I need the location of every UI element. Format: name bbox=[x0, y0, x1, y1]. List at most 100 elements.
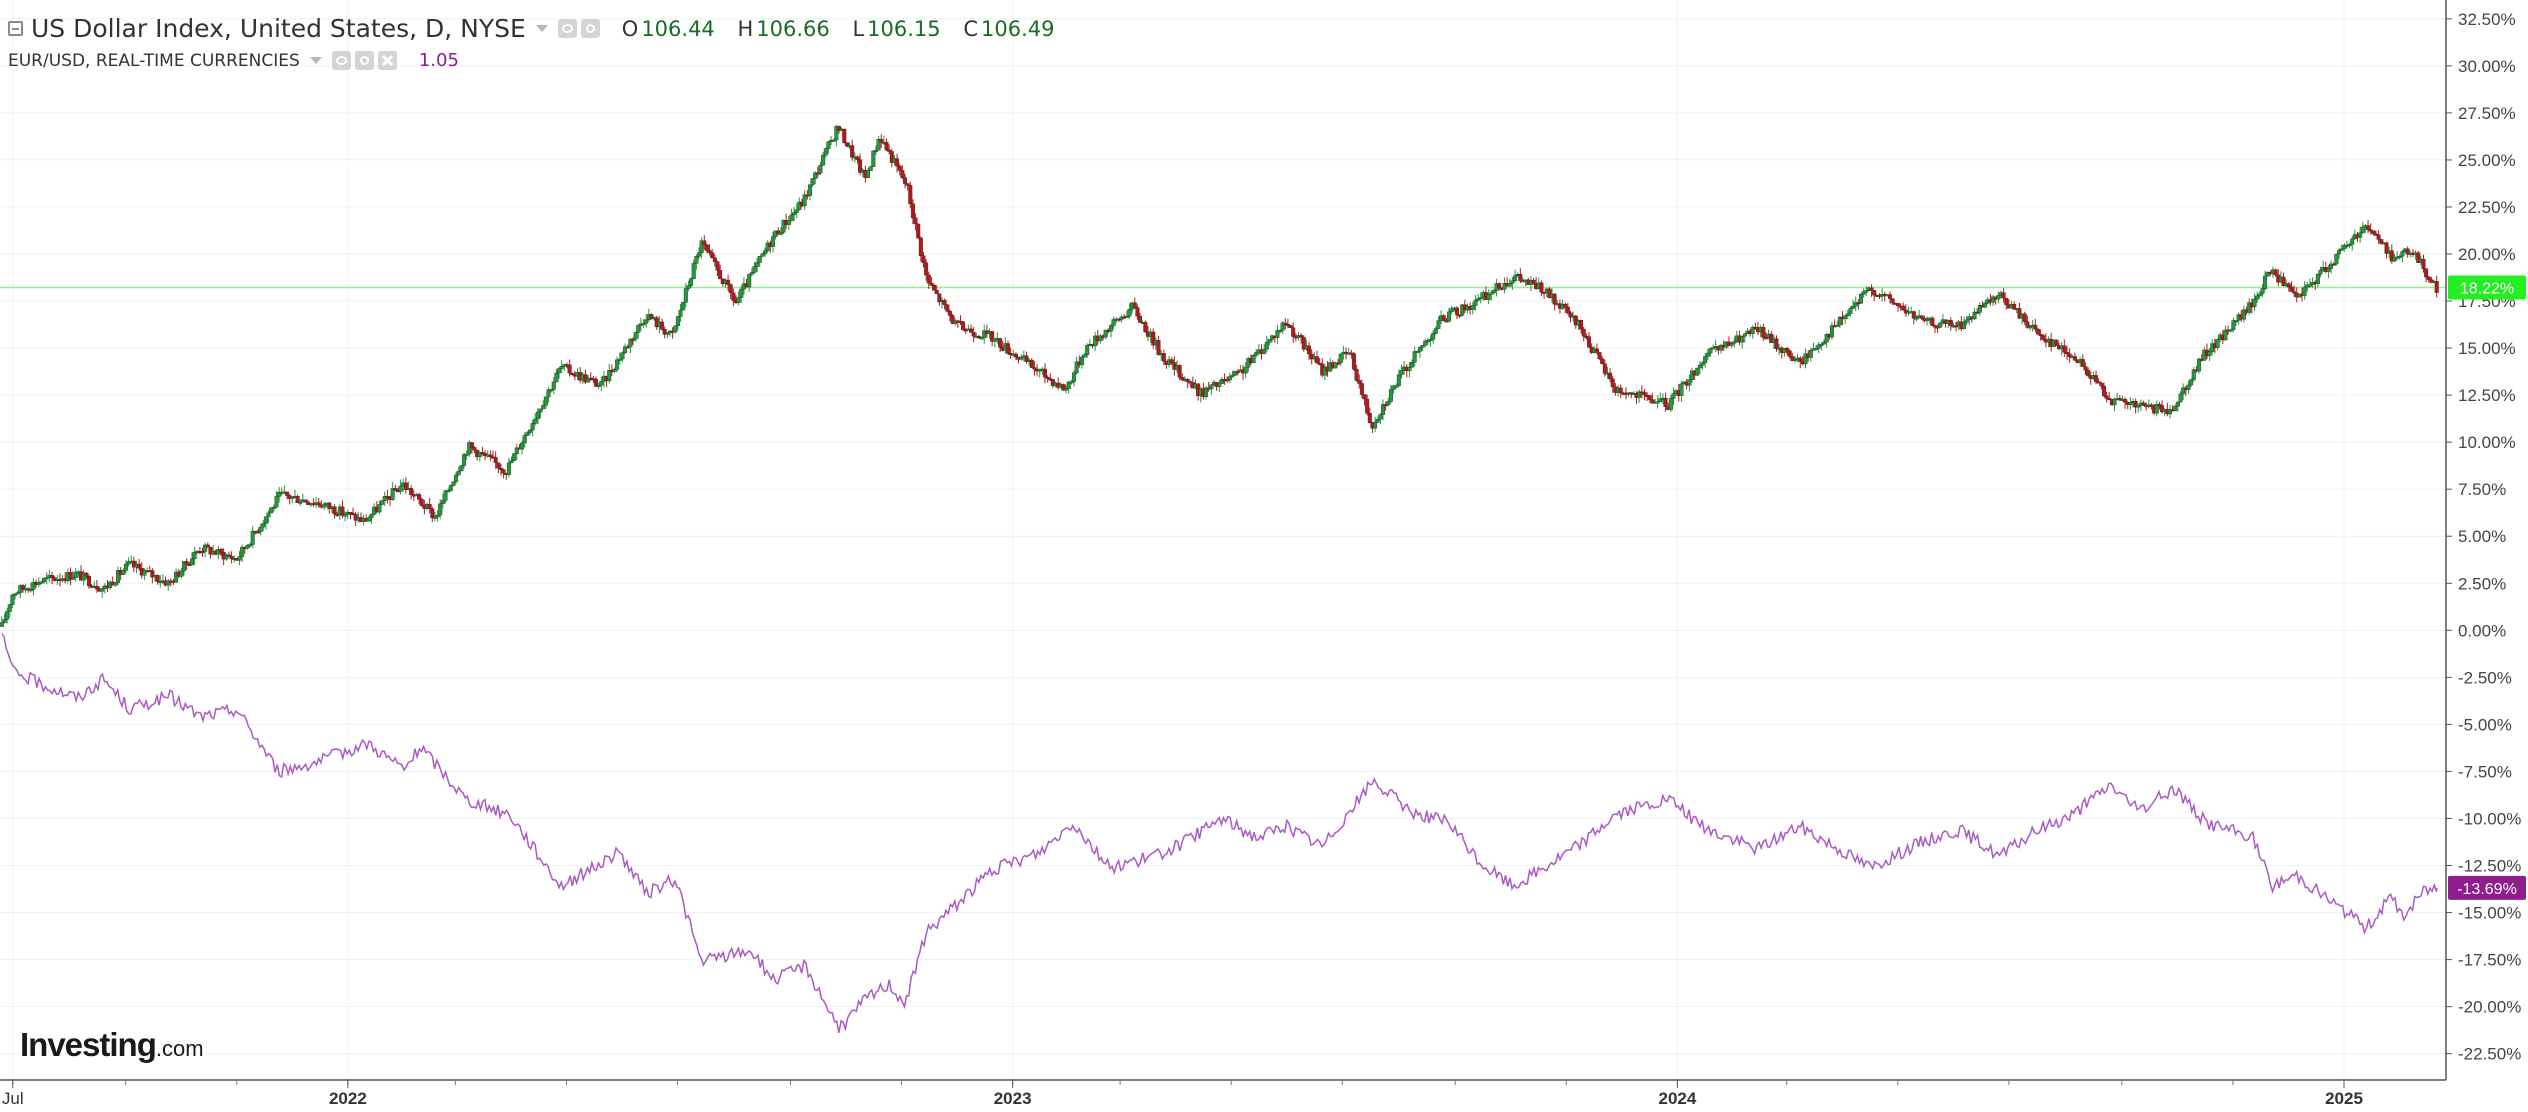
candle[interactable] bbox=[1338, 353, 1343, 367]
candle[interactable] bbox=[2, 613, 7, 624]
candle[interactable] bbox=[998, 337, 1003, 353]
candle[interactable] bbox=[432, 511, 437, 522]
candle[interactable] bbox=[179, 567, 184, 579]
candle[interactable] bbox=[2054, 339, 2059, 346]
candle[interactable] bbox=[2302, 280, 2307, 300]
candle[interactable] bbox=[950, 313, 955, 325]
candle[interactable] bbox=[1975, 308, 1980, 314]
candle[interactable] bbox=[327, 501, 332, 514]
candle[interactable] bbox=[628, 338, 633, 354]
candle[interactable] bbox=[1732, 336, 1737, 348]
candle[interactable] bbox=[248, 542, 253, 548]
candle[interactable] bbox=[757, 256, 762, 268]
candle[interactable] bbox=[887, 144, 892, 155]
candle[interactable] bbox=[934, 285, 939, 295]
candle[interactable] bbox=[2384, 241, 2389, 259]
series-menu-chevron-icon[interactable] bbox=[535, 25, 548, 32]
candle[interactable] bbox=[836, 125, 841, 134]
candle[interactable] bbox=[2247, 298, 2252, 316]
candle[interactable] bbox=[2154, 400, 2159, 417]
candle[interactable] bbox=[1547, 286, 1552, 299]
candle[interactable] bbox=[546, 387, 551, 403]
candle[interactable] bbox=[2424, 268, 2429, 283]
candle[interactable] bbox=[1299, 333, 1304, 344]
candle[interactable] bbox=[203, 542, 208, 558]
candle[interactable] bbox=[982, 324, 987, 344]
candle[interactable] bbox=[1476, 293, 1481, 302]
candle[interactable] bbox=[2197, 357, 2202, 374]
candle[interactable] bbox=[1233, 370, 1238, 376]
candle[interactable] bbox=[1835, 320, 1840, 327]
candle[interactable] bbox=[472, 446, 477, 454]
candle[interactable] bbox=[506, 457, 511, 478]
candle[interactable] bbox=[385, 489, 390, 504]
candle[interactable] bbox=[1005, 340, 1010, 355]
candle[interactable] bbox=[937, 293, 942, 306]
candle[interactable] bbox=[155, 574, 160, 585]
candle[interactable] bbox=[731, 288, 736, 307]
candle[interactable] bbox=[1161, 349, 1166, 366]
candle[interactable] bbox=[1763, 331, 1768, 340]
candle[interactable] bbox=[969, 324, 974, 333]
candle[interactable] bbox=[1288, 324, 1293, 328]
candle[interactable] bbox=[7, 603, 12, 618]
candle[interactable] bbox=[2181, 383, 2186, 400]
candle[interactable] bbox=[240, 544, 245, 562]
candle[interactable] bbox=[1042, 363, 1047, 384]
candle[interactable] bbox=[821, 152, 826, 166]
candle[interactable] bbox=[377, 500, 382, 515]
candle[interactable] bbox=[1082, 352, 1087, 358]
candle[interactable] bbox=[976, 335, 981, 339]
candle[interactable] bbox=[660, 318, 665, 331]
candle[interactable] bbox=[1983, 300, 1988, 309]
candle[interactable] bbox=[1074, 356, 1079, 375]
candle[interactable] bbox=[229, 551, 234, 564]
candle[interactable] bbox=[2241, 305, 2246, 323]
candle[interactable] bbox=[644, 314, 649, 328]
candle[interactable] bbox=[2281, 272, 2286, 287]
candle[interactable] bbox=[2434, 275, 2439, 298]
candle[interactable] bbox=[2223, 325, 2228, 341]
candle[interactable] bbox=[596, 382, 601, 390]
candle[interactable] bbox=[884, 138, 889, 151]
candle[interactable] bbox=[1853, 296, 1858, 312]
candle[interactable] bbox=[979, 336, 984, 340]
candle[interactable] bbox=[1283, 318, 1288, 330]
candle[interactable] bbox=[1864, 286, 1869, 297]
candle[interactable] bbox=[316, 498, 321, 508]
candle[interactable] bbox=[718, 264, 723, 280]
candle[interactable] bbox=[826, 140, 831, 154]
candle[interactable] bbox=[2033, 318, 2038, 333]
candle[interactable] bbox=[480, 446, 485, 456]
candle[interactable] bbox=[2392, 254, 2397, 262]
candle[interactable] bbox=[2101, 382, 2106, 398]
candle[interactable] bbox=[488, 450, 493, 462]
candle[interactable] bbox=[1433, 326, 1438, 335]
candle[interactable] bbox=[2080, 354, 2085, 368]
candle[interactable] bbox=[100, 586, 105, 598]
candle[interactable] bbox=[226, 551, 231, 557]
candle[interactable] bbox=[1610, 375, 1615, 393]
candle[interactable] bbox=[1861, 288, 1866, 298]
candle[interactable] bbox=[2128, 397, 2133, 411]
candle[interactable] bbox=[990, 331, 995, 347]
candle[interactable] bbox=[1138, 312, 1143, 323]
candle[interactable] bbox=[1888, 291, 1893, 304]
candle[interactable] bbox=[1729, 341, 1734, 349]
candle[interactable] bbox=[1135, 304, 1140, 320]
candle[interactable] bbox=[113, 581, 118, 587]
candle[interactable] bbox=[448, 484, 453, 492]
candle[interactable] bbox=[1695, 367, 1700, 376]
candle[interactable] bbox=[1579, 319, 1584, 334]
candle[interactable] bbox=[557, 367, 562, 379]
candle[interactable] bbox=[1792, 355, 1797, 363]
candle[interactable] bbox=[1478, 292, 1483, 304]
candle[interactable] bbox=[813, 171, 818, 185]
candle[interactable] bbox=[2175, 401, 2180, 412]
candle[interactable] bbox=[237, 550, 242, 566]
candle[interactable] bbox=[250, 526, 255, 549]
candle[interactable] bbox=[2350, 235, 2355, 251]
candle[interactable] bbox=[1996, 291, 2001, 304]
candle[interactable] bbox=[1489, 290, 1494, 301]
candle[interactable] bbox=[1280, 320, 1285, 334]
